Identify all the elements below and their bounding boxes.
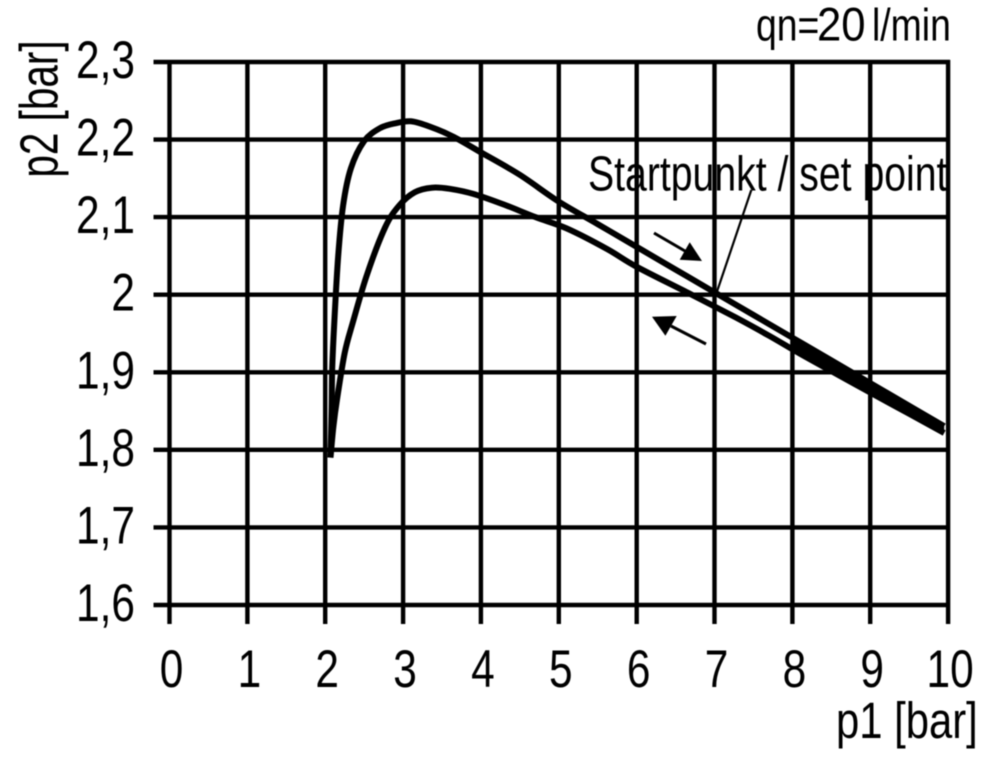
svg-text:Startpunkt / set point: Startpunkt / set point bbox=[588, 148, 947, 202]
svg-text:4: 4 bbox=[471, 641, 495, 700]
svg-text:l/min: l/min bbox=[872, 0, 951, 50]
svg-text:9: 9 bbox=[860, 641, 884, 700]
svg-text:5: 5 bbox=[549, 641, 573, 700]
svg-text:2,2: 2,2 bbox=[76, 109, 135, 168]
svg-text:2,3: 2,3 bbox=[76, 32, 135, 91]
svg-text:3: 3 bbox=[393, 641, 417, 700]
svg-text:1,8: 1,8 bbox=[76, 419, 135, 478]
svg-text:7: 7 bbox=[705, 641, 729, 700]
svg-text:p2 [bar]: p2 [bar] bbox=[10, 40, 70, 177]
svg-text:1,6: 1,6 bbox=[76, 575, 135, 634]
svg-text:2: 2 bbox=[111, 264, 135, 323]
svg-text:6: 6 bbox=[627, 641, 651, 700]
svg-text:20: 20 bbox=[817, 0, 866, 51]
svg-text:2,1: 2,1 bbox=[76, 187, 135, 246]
svg-text:8: 8 bbox=[783, 641, 807, 700]
svg-text:qn=: qn= bbox=[756, 0, 819, 50]
svg-text:10: 10 bbox=[927, 641, 974, 700]
svg-text:1,9: 1,9 bbox=[76, 342, 135, 401]
svg-text:p1 [bar]: p1 [bar] bbox=[836, 692, 978, 749]
svg-text:1: 1 bbox=[238, 641, 262, 700]
svg-text:0: 0 bbox=[160, 641, 184, 700]
svg-text:2: 2 bbox=[315, 641, 339, 700]
svg-text:1,7: 1,7 bbox=[76, 497, 135, 556]
